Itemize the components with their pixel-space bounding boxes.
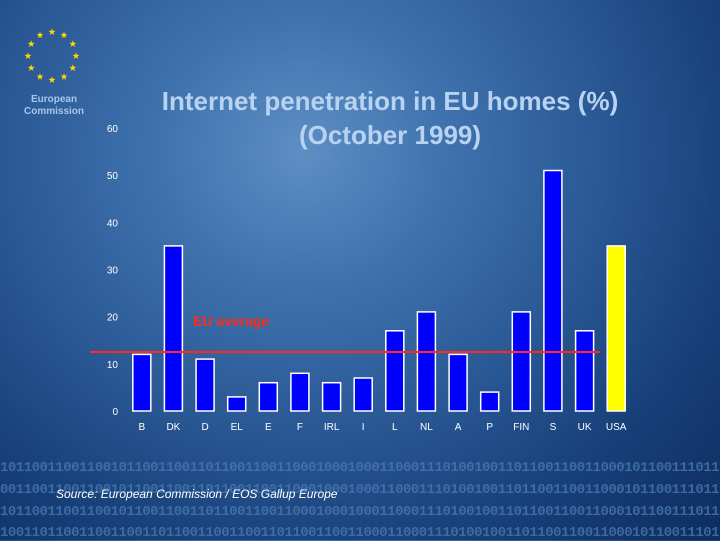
- bar-i: [353, 377, 373, 412]
- bar-fin: [511, 311, 532, 412]
- y-tick-label: 0: [112, 407, 118, 418]
- binary-background-line: 1011001100110010110011001101100110011000…: [0, 460, 720, 476]
- y-tick-label: 50: [107, 171, 119, 182]
- x-tick-label: USA: [606, 422, 627, 433]
- x-tick-label: E: [265, 422, 272, 433]
- bar-a: [448, 353, 468, 412]
- x-tick-label: FIN: [513, 422, 529, 433]
- bar-irl: [321, 381, 342, 412]
- x-tick-label: EL: [231, 422, 244, 433]
- x-tick-label: I: [362, 422, 365, 433]
- y-tick-label: 10: [107, 360, 119, 371]
- x-tick-label: A: [455, 422, 462, 433]
- chart-title: Internet penetration in EU homes (%): [161, 86, 619, 116]
- binary-background-line: 1001101100110011001101100110011001101100…: [0, 525, 720, 541]
- bar-usa: [606, 245, 626, 412]
- x-tick-label: NL: [420, 422, 433, 433]
- star-icon: [48, 28, 56, 35]
- star-icon: [72, 52, 80, 59]
- x-tick-label: IRL: [324, 422, 340, 433]
- star-icon: [69, 40, 77, 47]
- chart-title-block: Internet penetration in EU homes (%) (Oc…: [100, 84, 680, 152]
- star-icon: [24, 52, 32, 59]
- logo-text-line1: European: [30, 94, 78, 105]
- bar-nl: [416, 311, 437, 412]
- bar-l: [385, 330, 405, 412]
- star-icon: [27, 64, 35, 71]
- binary-background-line: 1011001100110010110011001101100110011000…: [0, 504, 720, 520]
- x-tick-label: L: [392, 422, 398, 433]
- star-icon: [60, 31, 68, 39]
- source-note: Source: European Commission / EOS Gallup…: [56, 487, 338, 501]
- bar-b: [132, 353, 152, 412]
- star-icon: [36, 31, 44, 39]
- x-tick-label: DK: [166, 422, 180, 433]
- eu-commission-label: European Commission: [14, 94, 94, 118]
- eu-stars-logo: [24, 28, 80, 83]
- y-tick-label: 30: [107, 266, 119, 277]
- star-icon: [60, 73, 68, 80]
- x-tick-label: S: [550, 422, 557, 433]
- logo-text-line2: Commission: [23, 106, 84, 117]
- x-tick-label: UK: [578, 422, 592, 433]
- star-icon: [48, 76, 56, 83]
- bar-dk: [163, 245, 184, 412]
- y-tick-label: 40: [107, 218, 119, 229]
- y-tick-label: 60: [107, 124, 119, 135]
- x-tick-label: B: [138, 422, 145, 433]
- x-tick-label: P: [486, 422, 493, 433]
- bar-uk: [574, 330, 595, 412]
- star-icon: [36, 73, 44, 80]
- eu-average-label: EU average: [193, 313, 269, 329]
- x-tick-label: D: [201, 422, 208, 433]
- bar-d: [195, 358, 215, 412]
- x-tick-label: F: [297, 422, 303, 433]
- star-icon: [27, 40, 35, 47]
- chart-subtitle: (October 1999): [298, 120, 482, 150]
- star-icon: [69, 64, 77, 71]
- bar-el: [226, 396, 247, 412]
- bar-e: [258, 381, 279, 412]
- y-tick-label: 20: [107, 313, 119, 324]
- bar-s: [543, 169, 563, 412]
- bar-p: [479, 391, 500, 412]
- bar-f: [290, 372, 310, 412]
- binary-background-line: 0011001100110010110011001101100110011000…: [0, 482, 720, 498]
